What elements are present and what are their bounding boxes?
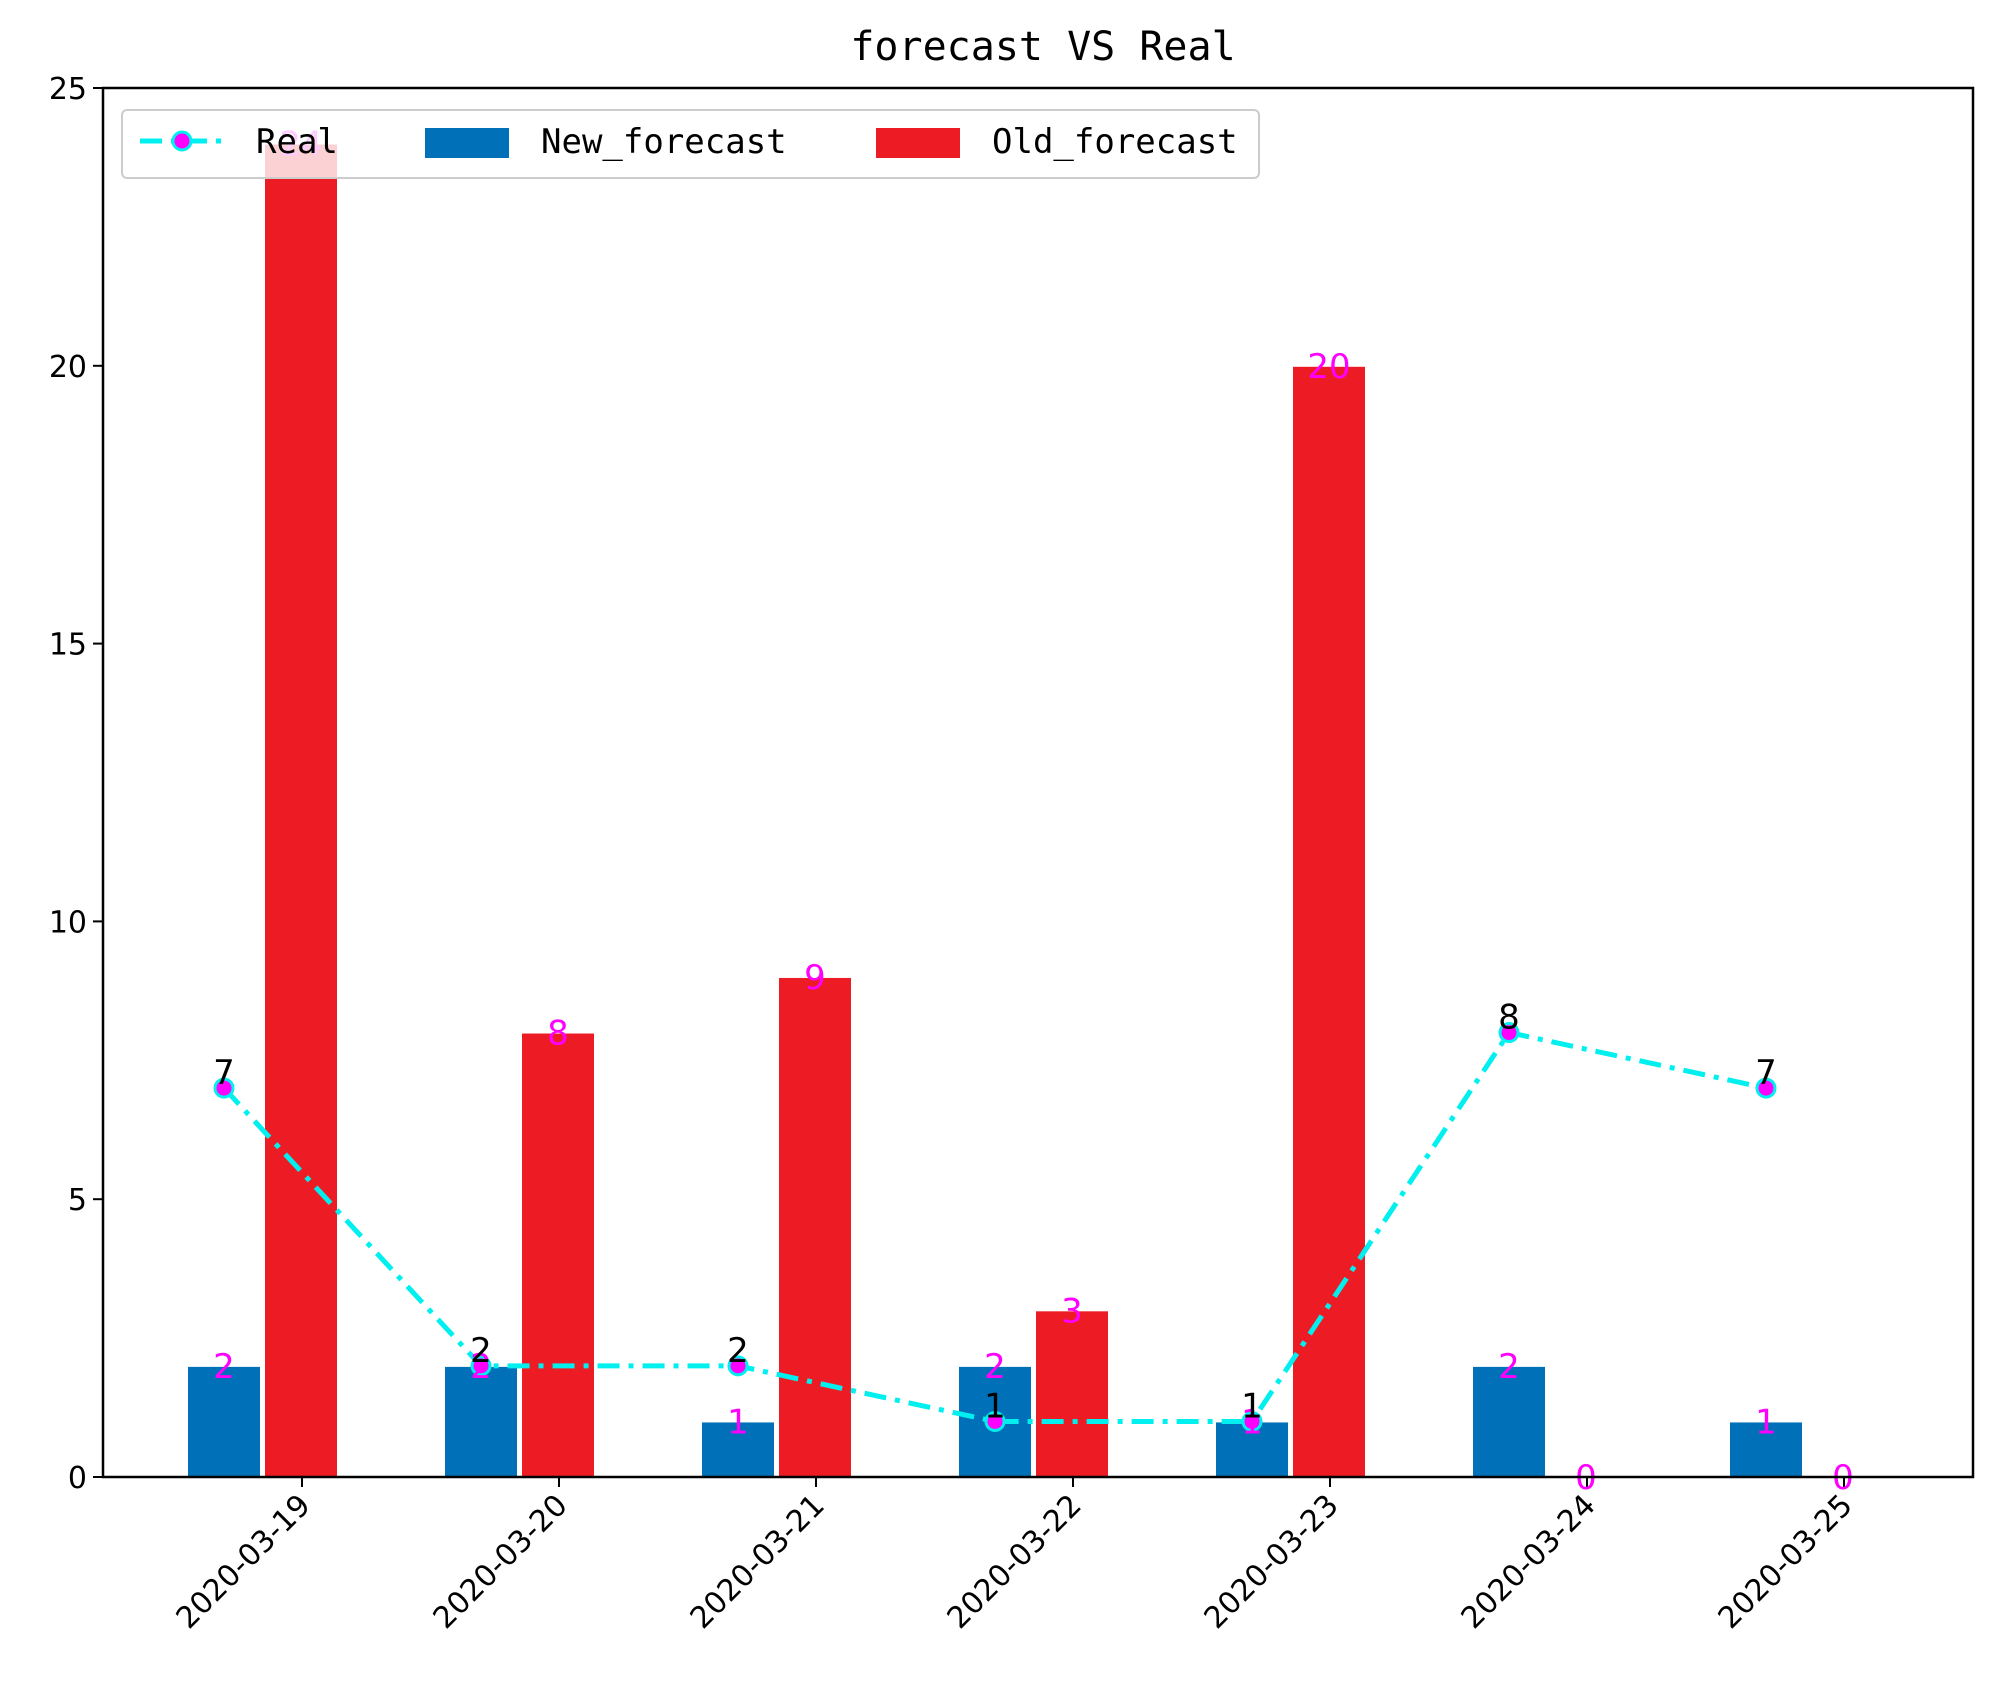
real-value-label: 1: [1241, 1386, 1263, 1426]
chart-title: forecast VS Real: [850, 24, 1235, 70]
new-forecast-value-label: 2: [470, 1347, 492, 1387]
legend-real-marker: [171, 130, 193, 152]
y-tick-label: 20: [49, 350, 87, 385]
old-forecast-value-label: 8: [547, 1014, 569, 1054]
new-forecast-value-label: 2: [1498, 1347, 1520, 1387]
real-value-label: 2: [470, 1331, 492, 1371]
real-value-label: 7: [1755, 1053, 1777, 1093]
real-point: [727, 1355, 749, 1377]
new-forecast-bar: [700, 1420, 776, 1478]
y-tick-label: 10: [49, 905, 87, 940]
legend-new-forecast-swatch: [425, 128, 509, 158]
y-tick-label: 0: [68, 1461, 87, 1496]
legend-old-forecast-label: Old_forecast: [992, 122, 1238, 162]
legend: Real New_forecast Old_forecast: [121, 109, 1260, 179]
old-forecast-bar: [777, 975, 853, 1479]
new-forecast-value-label: 2: [984, 1347, 1006, 1387]
legend-real-label: Real: [256, 122, 338, 162]
real-point: [470, 1355, 492, 1377]
old-forecast-value-label: 3: [1061, 1291, 1083, 1331]
new-forecast-value-label: 1: [1241, 1402, 1263, 1442]
plot-frame: [101, 86, 1975, 1479]
new-forecast-value-label: 1: [1755, 1402, 1777, 1442]
new-forecast-value-label: 2: [213, 1347, 235, 1387]
y-tick-label: 25: [49, 72, 87, 107]
old-forecast-bar: [263, 142, 339, 1478]
old-forecast-bar: [1034, 1309, 1110, 1478]
new-forecast-value-label: 1: [727, 1402, 749, 1442]
real-point: [1755, 1077, 1777, 1099]
real-point: [213, 1077, 235, 1099]
old-forecast-value-label: 9: [804, 958, 826, 998]
old-forecast-bar: [520, 1031, 596, 1479]
old-forecast-bar: [1291, 364, 1367, 1478]
real-point: [1498, 1022, 1520, 1044]
real-point: [1241, 1410, 1263, 1432]
old-forecast-value-label: 20: [1307, 347, 1350, 387]
y-tick-label: 5: [68, 1183, 87, 1218]
real-value-label: 1: [984, 1386, 1006, 1426]
real-value-label: 7: [213, 1053, 235, 1093]
legend-new-forecast-label: New_forecast: [541, 122, 787, 162]
real-value-label: 2: [727, 1331, 749, 1371]
y-tick-label: 15: [49, 628, 87, 663]
legend-frame: [121, 109, 1260, 179]
real-point: [984, 1410, 1006, 1432]
new-forecast-bar: [186, 1364, 262, 1479]
new-forecast-bar: [1728, 1420, 1804, 1478]
new-forecast-bar: [1471, 1364, 1547, 1479]
real-value-label: 8: [1498, 998, 1520, 1038]
legend-old-forecast-swatch: [876, 128, 960, 158]
